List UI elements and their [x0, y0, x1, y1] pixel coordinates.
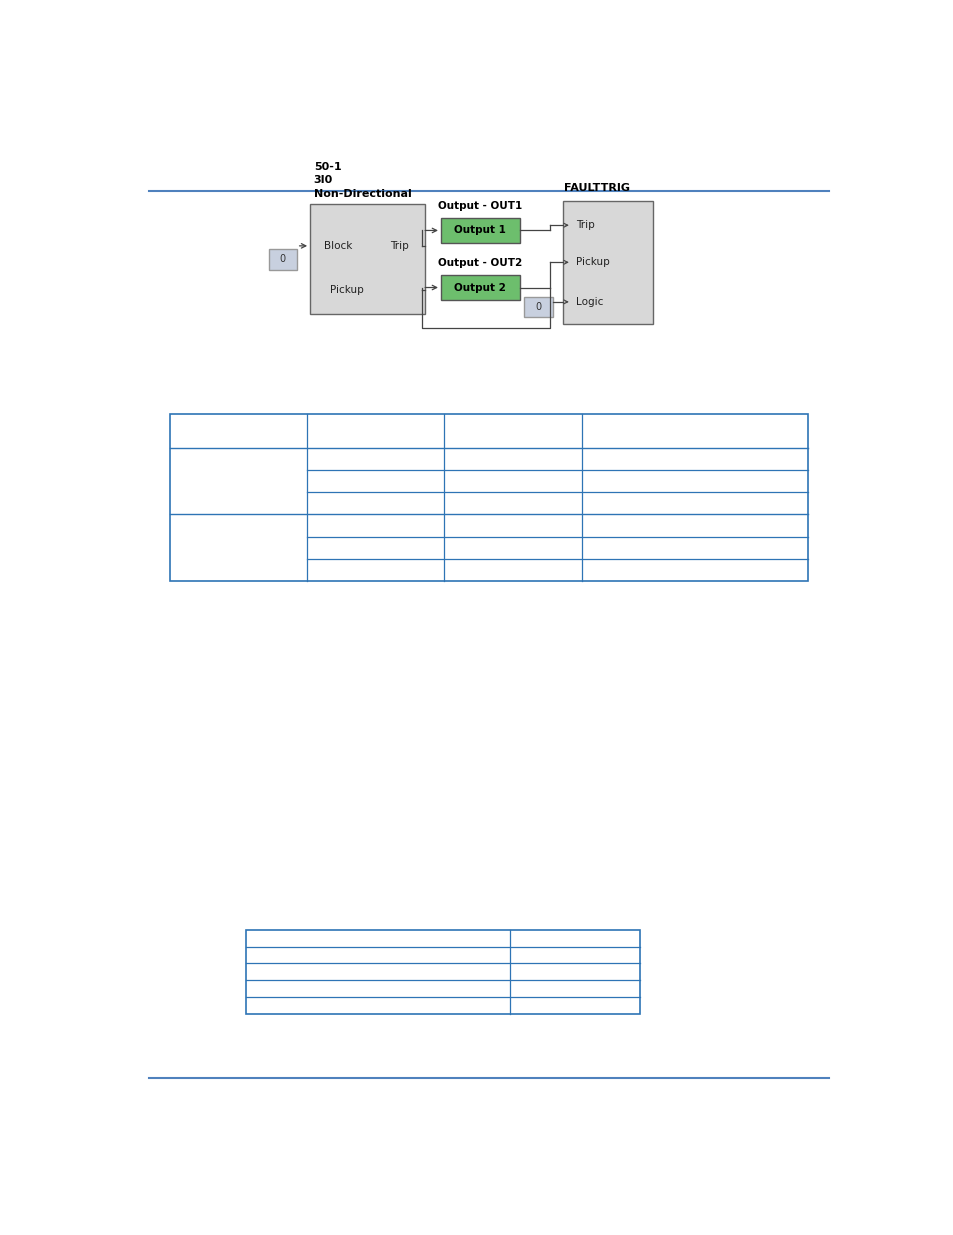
Text: 0: 0 [279, 254, 285, 264]
Text: Output 1: Output 1 [454, 226, 506, 236]
Text: Pickup: Pickup [330, 284, 363, 295]
Text: Trip: Trip [390, 241, 408, 251]
FancyBboxPatch shape [440, 274, 519, 300]
Text: Output - OUT1: Output - OUT1 [437, 201, 522, 211]
Text: Output 2: Output 2 [454, 283, 506, 293]
Text: Non-Directional: Non-Directional [314, 189, 411, 199]
FancyBboxPatch shape [440, 217, 519, 243]
Text: Block: Block [324, 241, 353, 251]
Bar [246, 930, 639, 1014]
Bar [170, 415, 807, 580]
Text: Pickup: Pickup [576, 257, 609, 267]
Text: Output - OUT2: Output - OUT2 [437, 258, 522, 268]
Text: 50-1: 50-1 [314, 162, 341, 172]
FancyBboxPatch shape [562, 200, 653, 324]
FancyBboxPatch shape [524, 296, 552, 317]
FancyBboxPatch shape [310, 204, 424, 314]
Text: 0: 0 [535, 303, 541, 312]
FancyBboxPatch shape [269, 249, 296, 270]
Text: Trip: Trip [576, 220, 595, 230]
Text: 3I0: 3I0 [314, 175, 333, 185]
Text: Logic: Logic [576, 296, 603, 306]
Text: FAULTTRIG: FAULTTRIG [564, 183, 630, 193]
